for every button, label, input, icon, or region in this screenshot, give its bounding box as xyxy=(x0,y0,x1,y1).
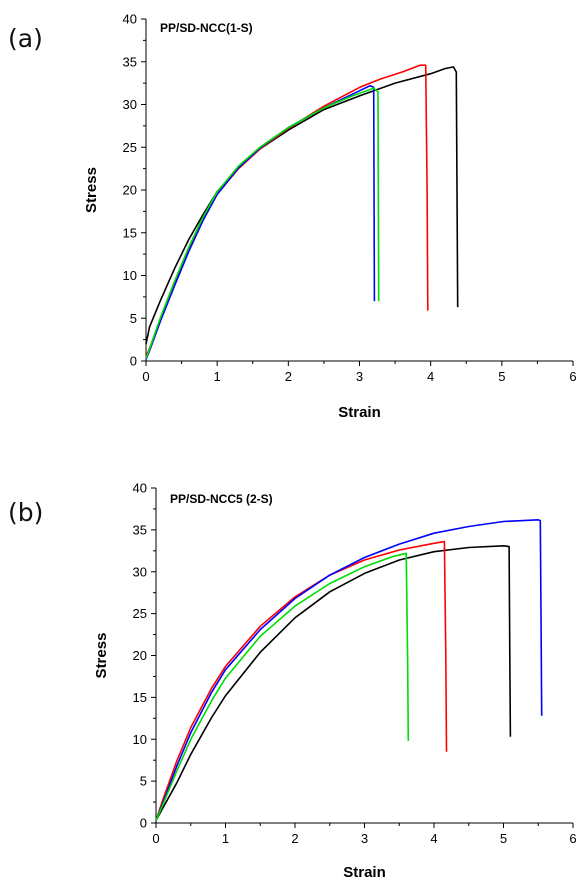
y-tick-label: 40 xyxy=(133,481,147,496)
y-tick-label: 25 xyxy=(133,606,147,621)
y-tick-label: 5 xyxy=(140,774,147,789)
x-tick-label: 1 xyxy=(214,369,221,384)
y-tick-label: 0 xyxy=(140,816,147,831)
chart-panel-a: (a) 0 1 2 3 4 5 6 0 5 10 15 20 25 30 35 40 PP/SD-NCC(1-S… xyxy=(8,12,577,422)
panel-label-a: (a) xyxy=(8,24,43,53)
chart-panel-b: (b) 0 1 2 3 4 5 6 0 5 10 15 20 25 30 35 40 PP/SD-NCC5 (2… xyxy=(0,441,579,882)
y-tick-label: 15 xyxy=(123,225,137,240)
y-tick-label: 0 xyxy=(130,354,137,369)
y-tick-label: 30 xyxy=(133,564,147,579)
y-tick-label: 35 xyxy=(133,522,147,537)
series-line-3 xyxy=(145,84,376,360)
x-tick-label: 2 xyxy=(285,369,292,384)
series-line-4 xyxy=(145,87,380,359)
x-axis-title: Strain xyxy=(343,864,386,881)
y-tick-label: 25 xyxy=(123,140,137,155)
x-tick-label: 6 xyxy=(569,831,576,846)
x-tick-label: 4 xyxy=(427,369,434,384)
y-axis-title: Stress xyxy=(83,167,100,213)
y-tick-label: 10 xyxy=(133,732,147,747)
y-tick-label: 5 xyxy=(130,311,137,326)
x-tick-label: 2 xyxy=(291,831,298,846)
x-tick-label: 4 xyxy=(430,831,437,846)
x-tick-label: 1 xyxy=(222,831,229,846)
x-tick-label: 3 xyxy=(361,831,368,846)
y-tick-label: 20 xyxy=(123,183,137,198)
y-tick-label: 15 xyxy=(133,690,147,705)
chart-title: PP/SD-NCC5 (2-S) xyxy=(170,492,273,506)
y-tick-label: 30 xyxy=(123,97,137,112)
x-axis-title: Strain xyxy=(338,404,381,421)
y-tick-label: 35 xyxy=(123,54,137,69)
x-tick-label: 0 xyxy=(142,369,149,384)
series-line-4 xyxy=(155,552,410,821)
y-tick-label: 20 xyxy=(133,648,147,663)
series-line-2 xyxy=(155,540,448,821)
stress-strain-chart-a: 0 1 2 3 4 5 6 0 5 10 15 20 25 30 35 40 PP/SD-NCC(1-S) Str… xyxy=(83,12,577,422)
x-tick-label: 6 xyxy=(569,369,576,384)
series-line-1 xyxy=(155,545,512,821)
series-line-3 xyxy=(155,519,543,821)
x-tick-label: 3 xyxy=(356,369,363,384)
y-tick-label: 10 xyxy=(123,268,137,283)
stress-strain-chart-b: 0 1 2 3 4 5 6 0 5 10 15 20 25 30 35 40 PP/SD-NCC5 (2-S) S… xyxy=(93,481,577,882)
panel-label-b: (b) xyxy=(8,498,44,527)
y-axis-title: Stress xyxy=(93,633,110,679)
chart-title: PP/SD-NCC(1-S) xyxy=(160,21,253,35)
y-tick-label: 40 xyxy=(123,12,137,27)
x-tick-label: 0 xyxy=(152,831,159,846)
series-line-2 xyxy=(145,64,429,358)
series-line-1 xyxy=(145,66,459,345)
x-tick-label: 5 xyxy=(500,831,507,846)
x-tick-label: 5 xyxy=(498,369,505,384)
